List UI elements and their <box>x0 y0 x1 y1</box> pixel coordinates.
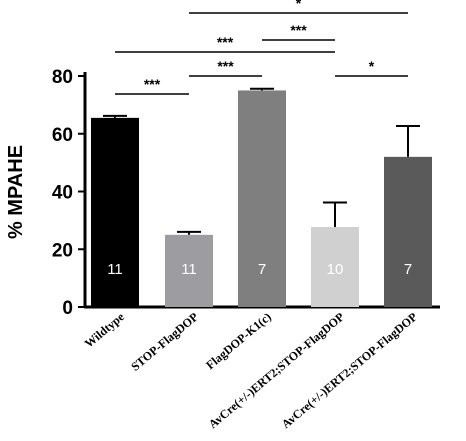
x-tick-label: FlagDOP-K1(c) <box>203 310 274 373</box>
y-axis-label: % MPAHE <box>5 145 27 239</box>
y-tick-label: 0 <box>62 298 73 319</box>
bar <box>384 156 432 307</box>
bar <box>238 90 286 307</box>
n-label: 7 <box>258 261 266 278</box>
y-tick-label: 60 <box>52 125 73 146</box>
significance-label: * <box>296 0 302 11</box>
significance-label: *** <box>290 22 307 38</box>
x-tick-label: Wildtype <box>82 309 128 350</box>
n-label: 11 <box>107 261 123 278</box>
n-label: 10 <box>327 261 344 278</box>
bar <box>311 227 359 307</box>
significance-label: *** <box>144 76 161 92</box>
y-tick-label: 20 <box>52 240 73 261</box>
x-tick-label: AvCre(+/-)ERT2;STOP-FlagDOP <box>206 310 347 432</box>
bar <box>165 234 213 307</box>
n-label: 7 <box>404 261 412 278</box>
n-label: 11 <box>181 261 197 278</box>
significance-label: *** <box>217 58 234 74</box>
y-tick-label: 80 <box>52 67 73 88</box>
significance-label: * <box>369 58 375 74</box>
x-tick-label: STOP-FlagDOP <box>128 310 201 374</box>
significance-label: *** <box>217 34 234 50</box>
bar <box>91 117 139 308</box>
x-tick-label: AvCre(+/-)ERT2;STOP-FlagDOP <box>279 310 420 432</box>
y-tick-label: 40 <box>52 183 73 204</box>
